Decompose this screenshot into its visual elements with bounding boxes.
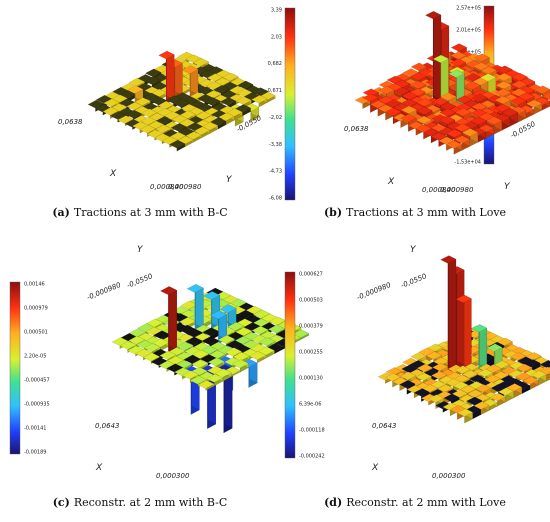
bar-side — [167, 51, 174, 100]
colorbar-label: -0,000935 — [24, 402, 50, 408]
caption-label: (b) — [324, 206, 342, 219]
colorbar-label: 0,000503 — [299, 298, 323, 304]
axis-label: 0,000980 — [440, 186, 474, 194]
colorbar-label: 0,00146 — [24, 282, 45, 288]
panel: 3,392,030,682-0,671-2,02-3,38-4,73-6,080… — [52, 8, 295, 220]
axis-label: 0,000980 — [168, 183, 202, 191]
colorbar-label: 0,000979 — [24, 306, 48, 312]
axis-label: Y — [410, 245, 417, 255]
colorbar-label: 0,000130 — [299, 376, 323, 382]
colorbar-label: 0,000627 — [299, 272, 323, 278]
colorbar-label: -2,02 — [269, 115, 282, 121]
colorbar — [10, 282, 20, 454]
colorbar-label: 2,57e+05 — [456, 6, 481, 12]
axis-label: 0,000300 — [156, 472, 190, 480]
colorbar-label: -0,000118 — [299, 428, 325, 434]
colorbar-label: -0,00189 — [24, 450, 46, 456]
colorbar-label: 2,03 — [271, 34, 282, 40]
colorbar-label: -0,00141 — [24, 426, 46, 432]
axis-label: 0,0643 — [372, 422, 397, 430]
panel: 0,000627 0,000503 0,000379 0,000255 0,000130… — [285, 245, 550, 509]
axis-label: Y — [137, 245, 144, 255]
colorbar-label: 0,000255 — [299, 350, 323, 356]
colorbar-label: -0,000242 — [299, 454, 325, 460]
axis-label: Y — [226, 175, 233, 185]
caption-text: Reconstr. at 2 mm with Love — [346, 496, 506, 509]
colorbar-label: 0,000501 — [24, 330, 48, 336]
axis-label: 0,0638 — [58, 118, 83, 126]
panel: 2,57e+052,01e+051,65e+051,29e+059,29e+04… — [324, 6, 550, 220]
colorbar-label: 2,01e+05 — [456, 28, 481, 34]
colorbar-label: 6,39e-06 — [299, 402, 321, 408]
caption: (d) Reconstr. at 2 mm with Love — [324, 496, 506, 509]
colorbar-label: -3,38 — [269, 142, 282, 148]
bar-side — [449, 256, 456, 370]
colorbar-label: -4,73 — [269, 169, 282, 175]
caption: (b) Tractions at 3 mm with Love — [324, 206, 506, 219]
colorbar — [285, 272, 295, 458]
colorbar-label: -0,000457 — [24, 378, 50, 384]
bar-side — [169, 286, 177, 350]
caption-text: Reconstr. at 2 mm with B-C — [74, 496, 227, 509]
caption-text: Tractions at 3 mm with B-C — [74, 206, 228, 219]
colorbar-label: 0,682 — [268, 61, 282, 67]
axis-label: 0,0643 — [95, 422, 120, 430]
axis-label: X — [387, 177, 395, 187]
axis-label: X — [95, 463, 103, 473]
axis-label: X — [109, 169, 117, 179]
panel: 0,00146 0,000979 0,000501 2,20e-05 -0,000457… — [10, 245, 309, 509]
axis-label: X — [371, 463, 379, 473]
caption-text: Tractions at 3 mm with Love — [346, 206, 506, 219]
caption: (c) Reconstr. at 2 mm with B-C — [53, 496, 228, 509]
colorbar-label: 0,000379 — [299, 324, 323, 330]
caption-label: (a) — [52, 206, 70, 219]
colorbar-label: -1,53e+04 — [454, 160, 481, 166]
axis-label: -0,000980 — [86, 281, 123, 302]
axis-label: Y — [504, 182, 511, 192]
colorbar-label: 2,20e-05 — [24, 354, 46, 360]
bar-side — [464, 295, 471, 369]
axis-label: -0,0550 — [400, 272, 429, 290]
caption: (a) Tractions at 3 mm with B-C — [52, 206, 227, 219]
caption-label: (d) — [324, 496, 342, 509]
colorbar — [285, 8, 295, 200]
colorbar-label: 3,39 — [271, 8, 282, 14]
caption-label: (c) — [53, 496, 70, 509]
axis-label: -0,000980 — [356, 281, 393, 302]
axis-label: 0,000300 — [432, 472, 466, 480]
axis-label: 0,0638 — [344, 125, 369, 133]
axis-label: -0,0550 — [126, 272, 155, 290]
colorbar-label: -6,08 — [269, 196, 282, 202]
